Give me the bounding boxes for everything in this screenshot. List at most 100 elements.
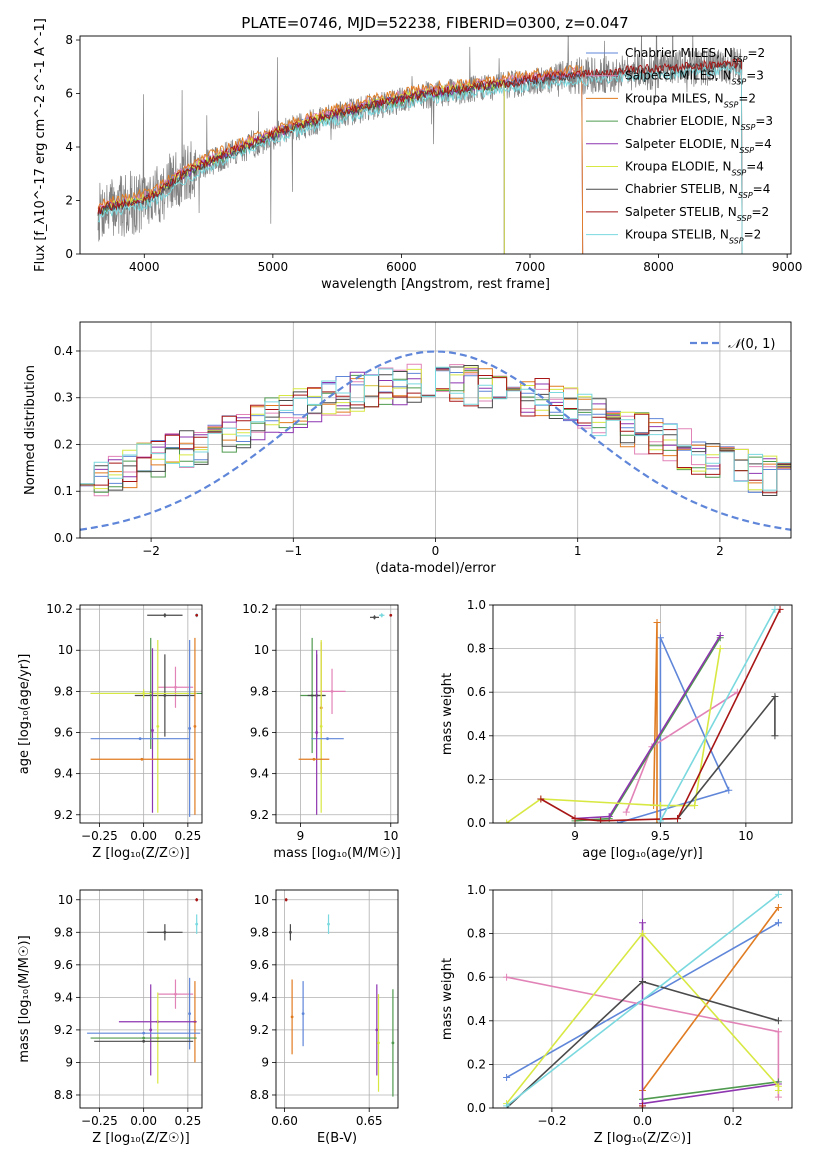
y-tick-label: 0.6: [467, 970, 486, 984]
y-tick-label: 6: [65, 87, 73, 101]
y-tick-label: 0.2: [467, 772, 486, 786]
y-tick-label: 1.0: [467, 883, 486, 897]
plus-marker: [639, 978, 646, 986]
plus-marker: [774, 1087, 782, 1095]
y-tick-label: 2: [65, 194, 73, 208]
x-tick-label: 9: [571, 829, 579, 843]
plus-marker: [716, 645, 724, 653]
normal-curve: [80, 350, 791, 531]
y-tick-label: 8.8: [250, 1088, 269, 1102]
data-point: [284, 898, 288, 902]
legend-label-ks: Kroupa STELIB, NSSP=2: [625, 228, 761, 246]
x-tick-label: 9000: [772, 260, 803, 274]
data-point: [151, 729, 154, 732]
y-tick-label: 9.4: [250, 990, 269, 1004]
y-tick-label: 9.8: [54, 925, 73, 939]
plus-marker: [571, 815, 579, 823]
data-point: [373, 615, 376, 619]
y-tick-label: 9.6: [250, 726, 269, 740]
model-line-ks: [97, 65, 743, 254]
plus-marker: [725, 786, 733, 794]
plus-marker: [691, 802, 699, 810]
legend-label-km: Kroupa MILES, NSSP=2: [625, 91, 756, 109]
y-tick-label: 9.4: [54, 767, 73, 781]
data-point: [289, 930, 292, 934]
y-tick-label: 0.8: [467, 642, 486, 656]
x-tick-label: 6000: [386, 260, 417, 274]
spectrum-plot-area: [97, 36, 743, 254]
y-tick-label: 0.6: [467, 685, 486, 699]
weight-line-ks: [506, 893, 779, 1107]
y-axis-label: Normed distribution: [23, 365, 38, 495]
legend-label-normal: 𝒩(0, 1): [728, 337, 775, 352]
weight-line-ks: [659, 609, 776, 822]
legend-label-cs: Chabrier STELIB, NSSP=4: [625, 182, 770, 200]
plus-marker: [774, 1028, 782, 1036]
plus-marker: [503, 1073, 511, 1081]
plus-marker: [771, 693, 779, 701]
age-vs-Z-plot-area: [90, 613, 202, 817]
plus-marker: [656, 817, 664, 823]
data-point: [330, 689, 334, 693]
data-point: [142, 1039, 146, 1043]
y-tick-label: 0.4: [54, 344, 73, 358]
data-point: [142, 692, 146, 695]
x-axis-label: wavelength [Angstrom, rest frame]: [321, 277, 550, 292]
weight-line-ce: [642, 1081, 779, 1101]
y-tick-label: 10: [254, 643, 269, 657]
mass-vs-Z-plot-area: [87, 898, 201, 1084]
y-axis-label: mass [log₁₀(M/M☉)]: [17, 935, 32, 1062]
plus-marker: [537, 795, 545, 803]
y-tick-label: 10.2: [46, 602, 73, 616]
plus-marker: [774, 1017, 782, 1025]
mass-vs-Z-panel: −0.25 0.00 0.25 8.8 9 9.2 9.4 9.6 9.8 10 Z [log₁₀(…: [17, 889, 203, 1146]
y-tick-label: 10: [58, 643, 73, 657]
data-point: [380, 613, 384, 617]
y-tick-label: 9.8: [54, 684, 73, 698]
y-tick-label: 0.3: [54, 391, 73, 405]
y-tick-label: 9: [65, 1055, 73, 1069]
data-point: [138, 737, 142, 741]
weight-line-cm: [617, 637, 730, 823]
age-vs-mass-panel: 9 10 9.2 9.4 9.6 9.8 10 10.2 mass [log₁₀(M/M☉)]: [242, 602, 400, 861]
axes-frame: [275, 889, 399, 1109]
plus-marker: [639, 1104, 646, 1108]
y-tick-label: 8: [65, 33, 73, 47]
plus-marker: [774, 1093, 782, 1101]
y-tick-label: 10: [254, 893, 269, 907]
x-tick-label: 5000: [258, 260, 289, 274]
age-vs-mass-plot-area: [298, 613, 393, 815]
data-point: [149, 1028, 153, 1032]
weight-line-se: [641, 922, 779, 1105]
x-tick-label: 0.0: [633, 1114, 652, 1128]
x-axis-label: (data-model)/error: [375, 561, 496, 576]
data-point: [375, 1028, 379, 1032]
plus-marker: [503, 973, 511, 981]
y-tick-label: 9.6: [250, 958, 269, 972]
y-tick-label: 9.6: [54, 726, 73, 740]
x-axis-label: Z [log₁₀(Z/Z☉)]: [594, 1131, 691, 1146]
x-tick-label: −0.25: [81, 1114, 118, 1128]
data-point: [195, 613, 199, 617]
plus-marker: [774, 890, 782, 898]
plus-marker: [639, 919, 646, 927]
y-tick-label: 0.0: [54, 531, 73, 545]
model-line-ke: [97, 78, 505, 254]
plus-marker: [639, 930, 646, 938]
legend-label-se: Salpeter ELODIE, NSSP=4: [625, 137, 772, 155]
x-tick-label: 0.00: [130, 829, 157, 843]
y-tick-label: 0.2: [467, 1057, 486, 1071]
data-point: [290, 1015, 294, 1019]
data-point: [174, 992, 177, 996]
x-tick-label: 0: [432, 544, 440, 558]
y-tick-label: 9.2: [250, 1023, 269, 1037]
age-vs-Z-panel: −0.25 0.00 0.25 9.2 9.4 9.6 9.8 10 10.2 Z [log₁₀(…: [17, 602, 203, 861]
plus-marker: [771, 605, 779, 613]
plus-marker: [656, 802, 664, 810]
mass-vs-ebv-panel: 0.60 0.65 8.8 9 9.2 9.4 9.6 9.8 10 E(B-V): [250, 889, 399, 1146]
residuals-panel: −2 −1 0 1 2 0.0 0.1 0.2 0.3 0.4 (data-model)/error…: [23, 321, 792, 576]
data-point: [319, 724, 323, 728]
y-tick-label: 0.1: [54, 484, 73, 498]
y-tick-label: 0.8: [467, 927, 486, 941]
x-tick-label: −1: [284, 544, 302, 558]
